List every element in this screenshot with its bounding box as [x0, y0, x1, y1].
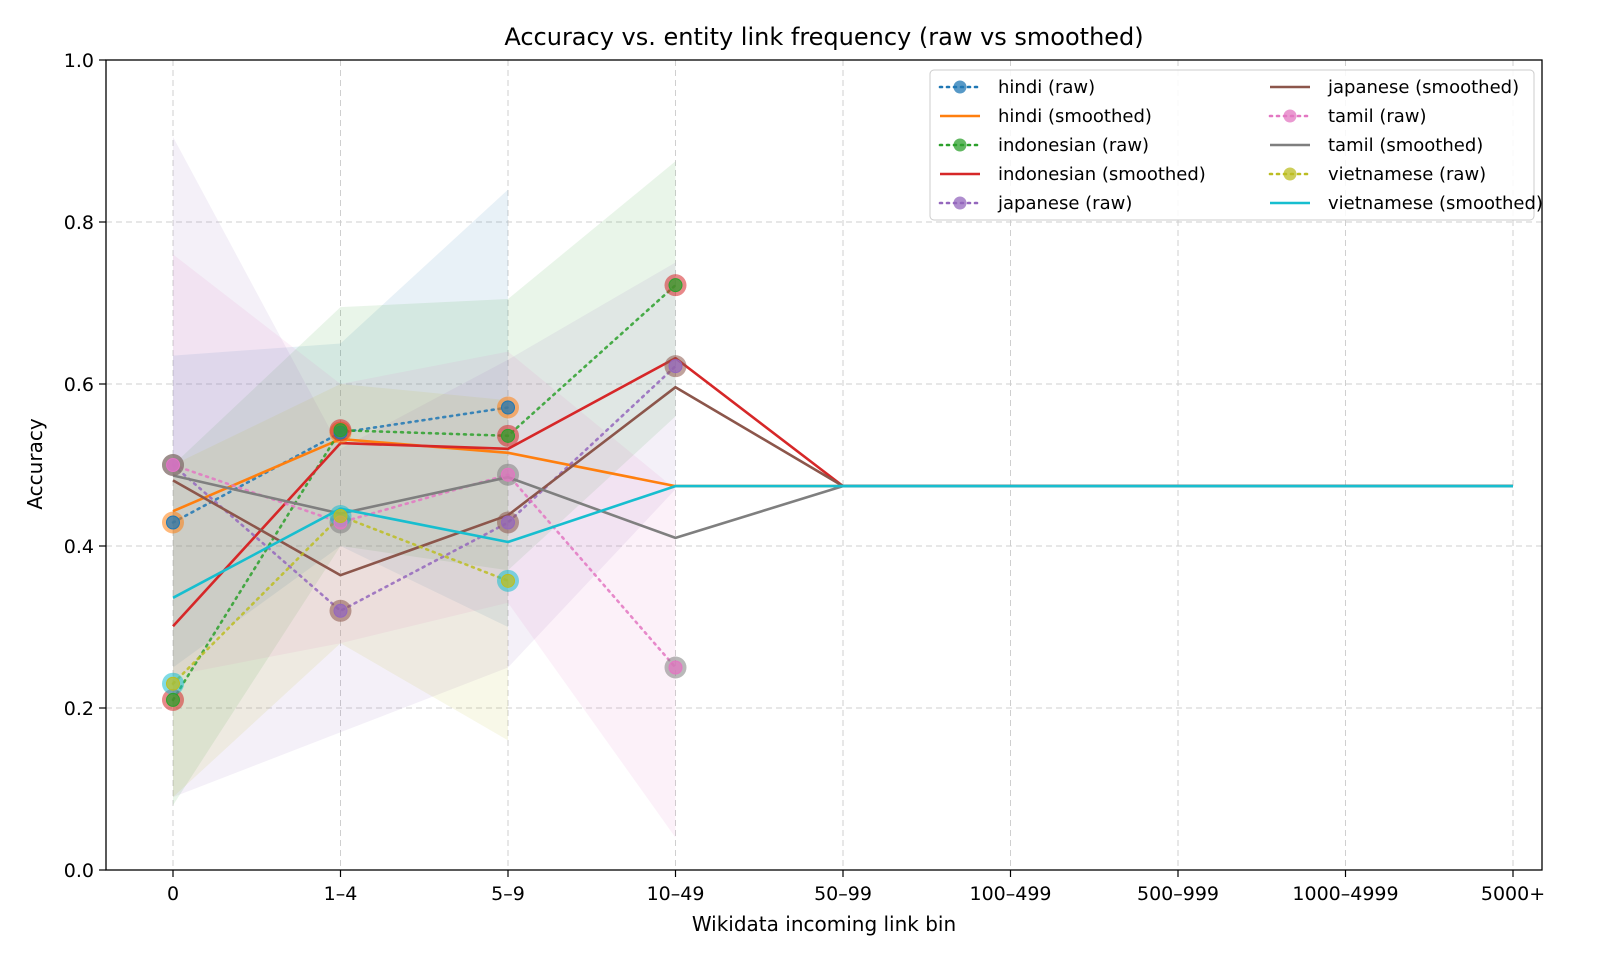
- confidence-band: [173, 161, 676, 806]
- chart-title: Accuracy vs. entity link frequency (raw …: [504, 23, 1143, 51]
- x-tick-label: 0: [167, 883, 179, 905]
- legend-label: tamil (smoothed): [1328, 135, 1483, 156]
- legend-label: hindi (smoothed): [998, 106, 1152, 127]
- data-point: [668, 660, 683, 675]
- y-axis-label: Accuracy: [23, 418, 47, 509]
- data-point: [333, 423, 348, 438]
- y-tick-label: 0.8: [64, 212, 94, 234]
- legend: hindi (raw) hindi (smoothed) indonesian (r…: [929, 69, 1543, 221]
- legend-label: hindi (raw): [998, 77, 1095, 98]
- x-tick-label: 500–999: [1137, 883, 1219, 905]
- data-point: [501, 515, 515, 530]
- raw-series-line: [171, 364, 677, 613]
- raw-series-line: [171, 463, 677, 669]
- data-point: [333, 509, 348, 524]
- confidence-band: [173, 136, 676, 798]
- legend-label: indonesian (raw): [998, 135, 1149, 156]
- confidence-band: [173, 384, 508, 798]
- data-point: [166, 515, 180, 530]
- data-point: [166, 676, 180, 691]
- x-tick-label: 50–99: [814, 883, 872, 905]
- legend-label: vietnamese (smoothed): [1328, 193, 1543, 214]
- series-markers: [162, 274, 687, 711]
- raw-series-line: [171, 283, 677, 702]
- x-tick-label: 5000+: [1481, 883, 1545, 905]
- legend-label: japanese (smoothed): [1327, 77, 1519, 98]
- legend-label: vietnamese (raw): [1328, 164, 1486, 185]
- legend-marker: [953, 80, 967, 94]
- y-tick-label: 0.6: [64, 374, 94, 396]
- smoothed-series-line: [172, 484, 1513, 599]
- y-tick-label: 0.2: [64, 698, 94, 720]
- data-point: [501, 573, 515, 588]
- data-point: [501, 467, 515, 482]
- data-point: [166, 458, 180, 472]
- legend-marker: [1283, 109, 1297, 123]
- y-tick-label: 0.4: [64, 536, 94, 558]
- x-tick-label: 10–49: [647, 883, 705, 905]
- axis-ticks: 0 1–4 5–9 10–49 50–99 100–499 500–999 1000–4999…: [64, 50, 1545, 905]
- legend-label: japanese (raw): [997, 193, 1132, 214]
- data-point: [668, 278, 683, 293]
- data-point: [501, 400, 515, 415]
- legend-label: tamil (raw): [1328, 106, 1427, 127]
- data-point: [501, 428, 515, 443]
- plot-frame: [105, 59, 1543, 871]
- legend-box: [929, 69, 1535, 221]
- y-tick-label: 0.0: [64, 860, 94, 882]
- x-tick-label: 5–9: [491, 883, 525, 905]
- x-axis-label: Wikidata incoming link bin: [692, 912, 956, 936]
- data-point: [668, 359, 683, 374]
- x-tick-label: 1000–4999: [1292, 883, 1398, 905]
- legend-marker: [953, 138, 967, 152]
- legend-marker: [1283, 167, 1297, 181]
- legend-marker: [953, 196, 967, 210]
- x-tick-label: 1–4: [324, 883, 358, 905]
- y-tick-label: 1.0: [64, 50, 94, 72]
- x-tick-label: 100–499: [969, 883, 1051, 905]
- data-point: [166, 692, 180, 707]
- data-point: [333, 603, 348, 618]
- legend-label: indonesian (smoothed): [998, 164, 1206, 185]
